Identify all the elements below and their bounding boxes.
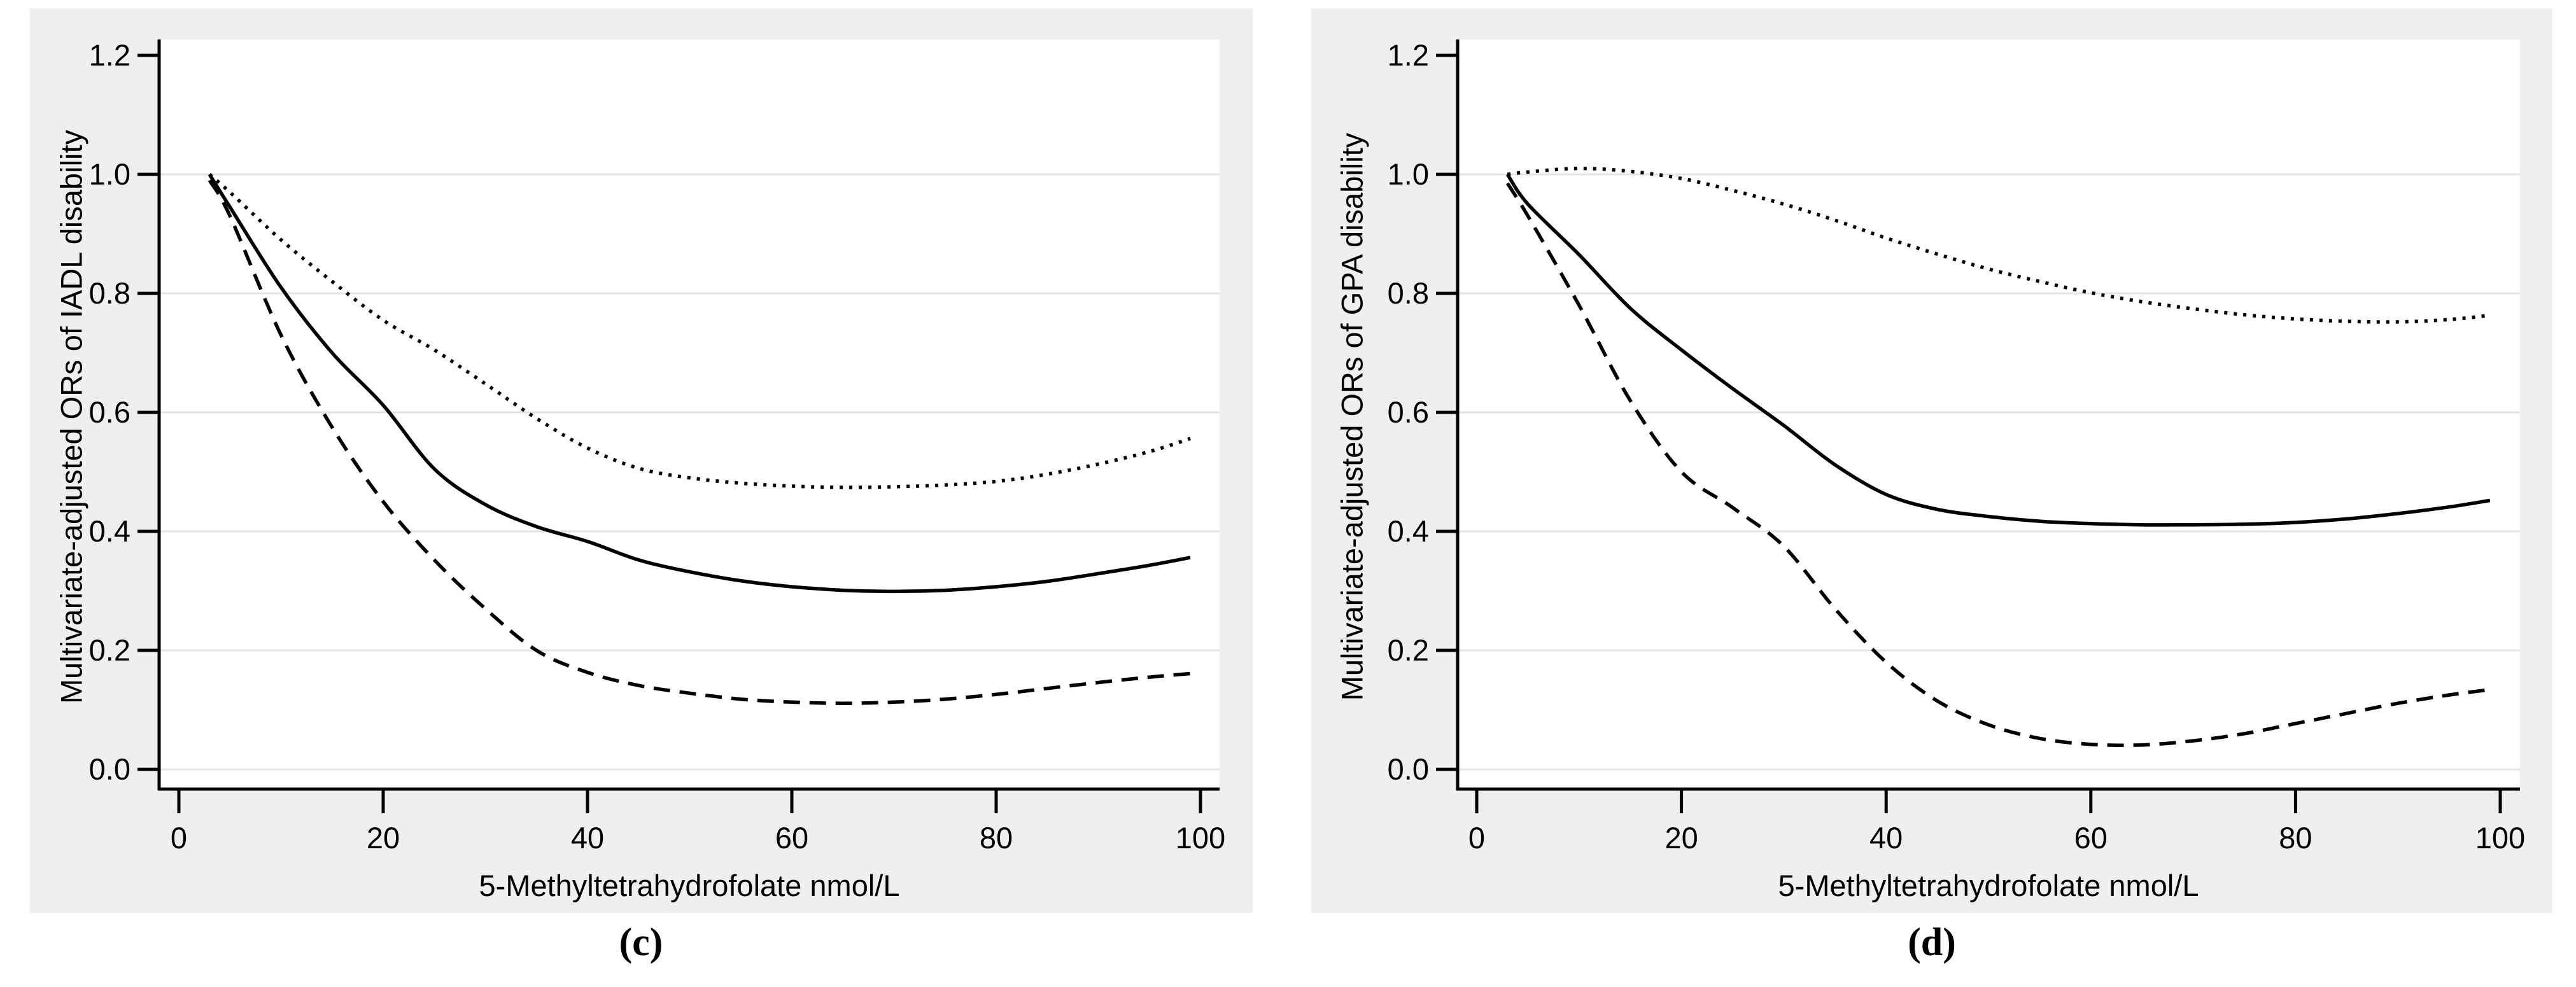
panel-c: [30, 8, 1253, 913]
curve-solid: [1505, 173, 2491, 527]
curve-dotted: [1507, 166, 2491, 324]
curve-dotted: [208, 172, 1191, 489]
curve-dashed: [208, 179, 1191, 705]
plot-area: [159, 39, 1220, 789]
panel-d: [1311, 8, 2552, 913]
plot-area: [1458, 39, 2520, 789]
curve-dashed: [1505, 182, 2491, 747]
curve-solid: [208, 173, 1191, 594]
